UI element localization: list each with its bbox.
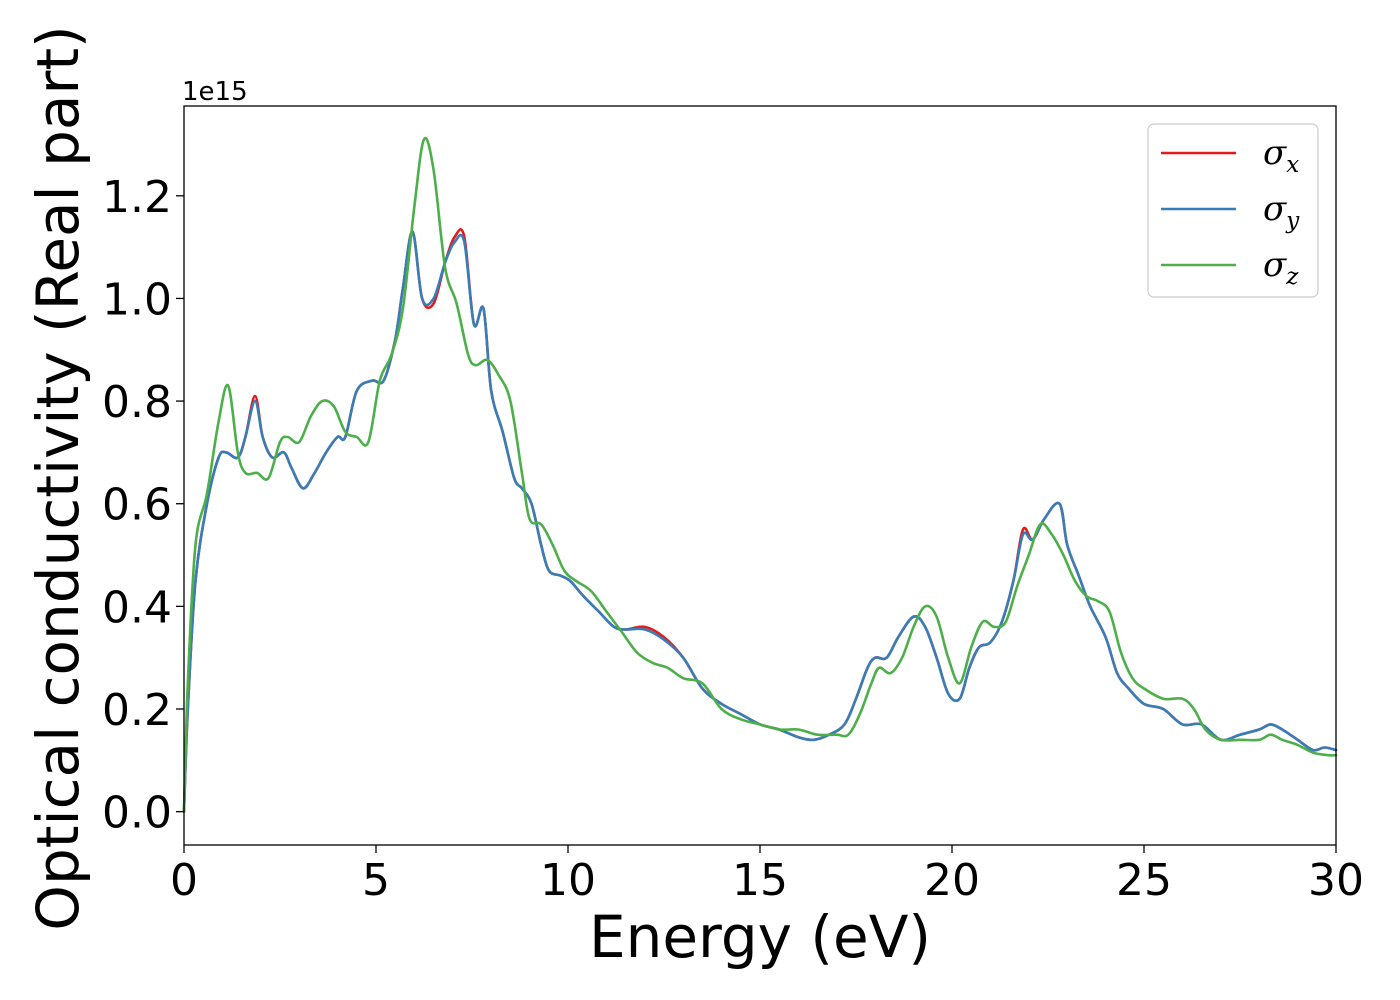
y-axis-title: Optical conductivity (Real part) bbox=[24, 25, 92, 930]
y-tick-label: 1.0 bbox=[102, 274, 172, 325]
y-tick-label: 0.6 bbox=[102, 480, 172, 531]
y-tick-label: 0.4 bbox=[102, 582, 172, 633]
y-offset-label: 1e15 bbox=[182, 77, 248, 107]
x-tick-label: 30 bbox=[1308, 855, 1364, 906]
legend-box bbox=[1147, 123, 1319, 298]
y-tick-label: 0.0 bbox=[102, 788, 172, 839]
y-tick-label: 0.2 bbox=[102, 685, 172, 736]
x-tick-label: 10 bbox=[540, 855, 596, 906]
x-tick-label: 0 bbox=[170, 855, 198, 906]
y-tick-label: 0.8 bbox=[102, 377, 172, 428]
x-tick-label: 15 bbox=[732, 855, 788, 906]
y-axis-ticks: 0.0 0.2 0.4 0.6 0.8 1.0 1.2 bbox=[102, 172, 184, 839]
series-lines bbox=[182, 136, 1338, 813]
x-axis-title: Energy (eV) bbox=[589, 903, 931, 971]
x-tick-label: 5 bbox=[362, 855, 390, 906]
y-tick-label: 1.2 bbox=[102, 172, 172, 223]
x-tick-label: 20 bbox=[924, 855, 980, 906]
x-tick-label: 25 bbox=[1116, 855, 1172, 906]
plot-area bbox=[182, 136, 1338, 813]
x-axis-ticks: 0 5 10 15 20 25 30 bbox=[170, 845, 1364, 906]
series-line-z bbox=[182, 136, 1338, 813]
series-line-y bbox=[182, 230, 1338, 813]
